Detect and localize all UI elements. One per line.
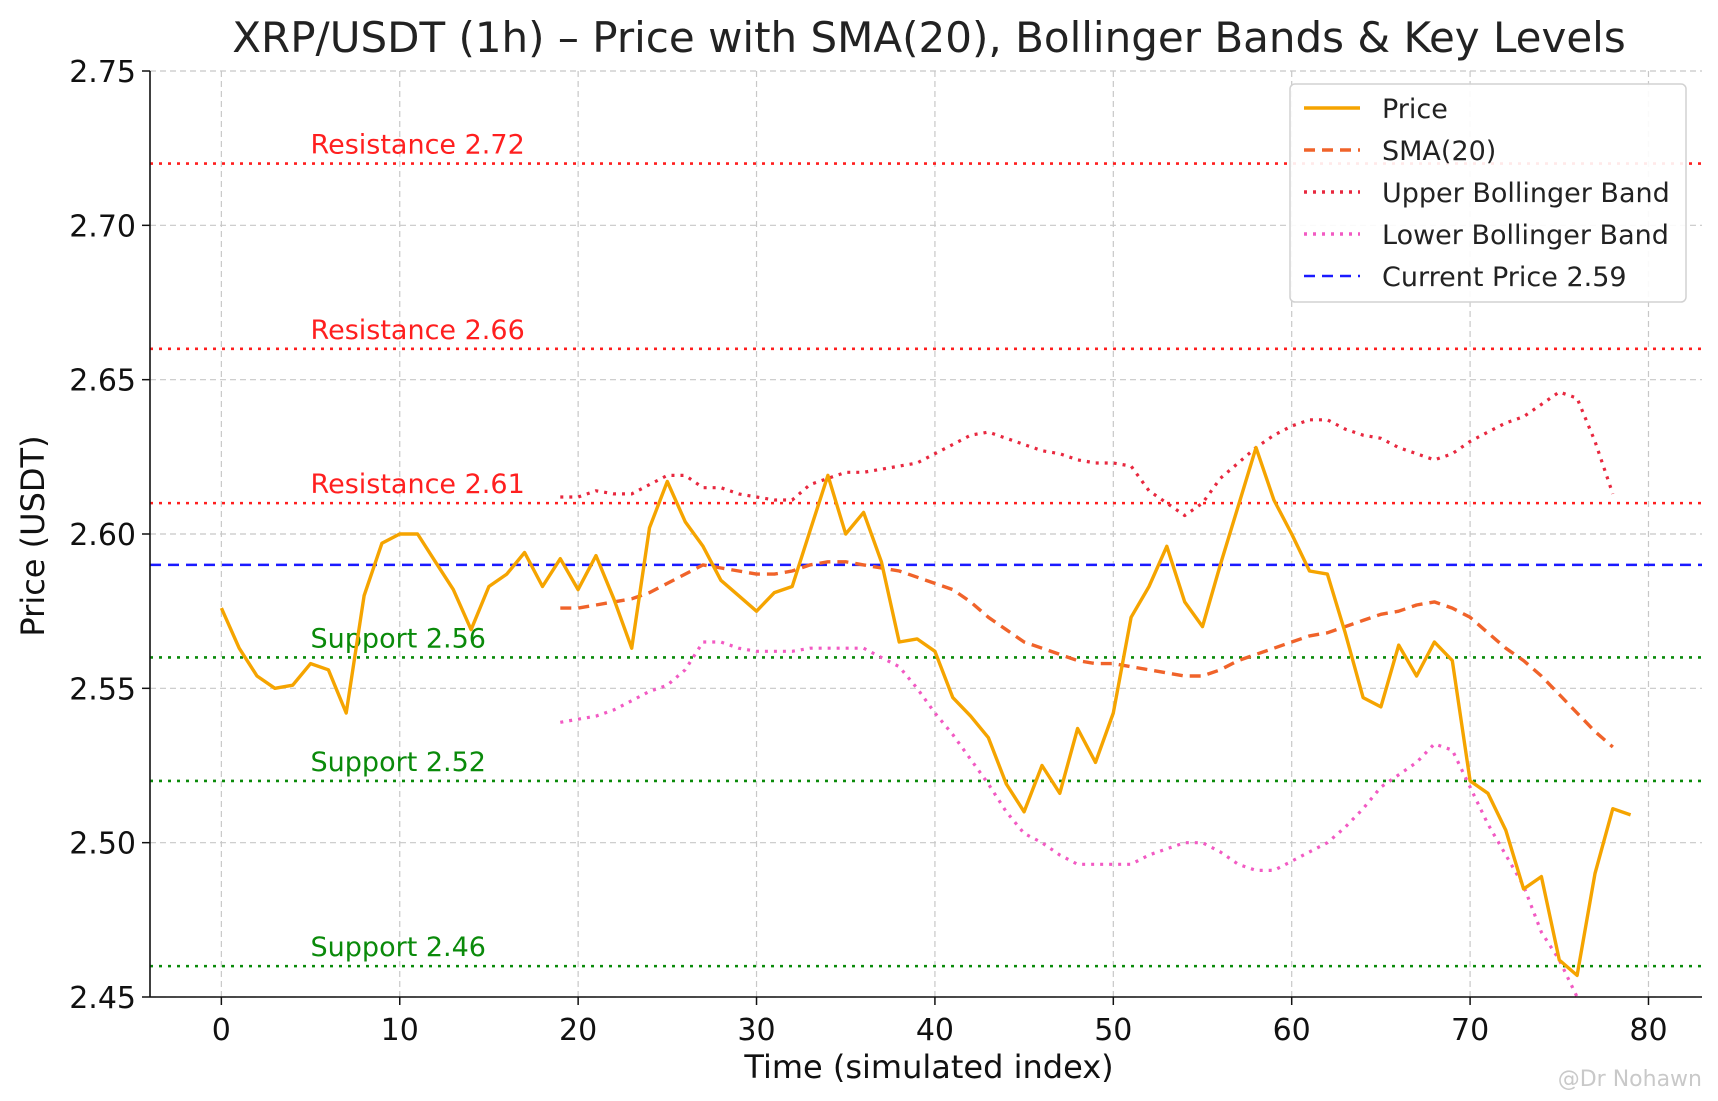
level-label-resistance-2-66: Resistance 2.66	[311, 315, 525, 346]
level-label-resistance-2-72: Resistance 2.72	[311, 130, 525, 161]
axes	[142, 70, 1702, 1005]
x-tick-label: 40	[916, 1013, 954, 1048]
legend-entry-price: Price	[1382, 94, 1448, 125]
level-label-resistance-2-61: Resistance 2.61	[311, 469, 525, 500]
legend-entry-upper-bollinger-band: Upper Bollinger Band	[1382, 178, 1670, 209]
y-tick-label: 2.70	[69, 209, 136, 244]
series-line-sma-20	[560, 560, 1614, 749]
level-label-support-2-46: Support 2.46	[311, 932, 486, 963]
legend-entry-sma-20: SMA(20)	[1382, 136, 1496, 167]
legend-box	[1289, 83, 1687, 303]
chart-title: XRP/USDT (1h) – Price with SMA(20), Boll…	[232, 13, 1625, 62]
legend-entry-current-price-2-59: Current Price 2.59	[1382, 262, 1627, 293]
x-tick-label: 60	[1273, 1013, 1311, 1048]
level-label-support-2-56: Support 2.56	[311, 623, 486, 654]
legend-entry-lower-bollinger-band: Lower Bollinger Band	[1382, 220, 1669, 251]
x-tick-label: 10	[381, 1013, 419, 1048]
x-tick-label: 80	[1629, 1013, 1667, 1048]
x-axis-label: Time (simulated index)	[743, 1048, 1113, 1086]
y-tick-label: 2.75	[69, 55, 136, 90]
x-tick-label: 30	[737, 1013, 775, 1048]
x-tick-label: 70	[1451, 1013, 1489, 1048]
series-line-price	[219, 445, 1632, 978]
watermark: @Dr Nohawn	[1558, 1067, 1702, 1092]
y-tick-label: 2.60	[69, 518, 136, 553]
series-line-upper-bollinger-band	[560, 390, 1615, 518]
legend: Price SMA(20) Upper Bollinger Band Lower Bo…	[1289, 83, 1687, 303]
x-tick-label: 50	[1094, 1013, 1132, 1048]
y-tick-label: 2.50	[69, 827, 136, 862]
level-label-support-2-52: Support 2.52	[311, 747, 486, 778]
y-tick-label: 2.65	[69, 364, 136, 399]
x-tick-label: 20	[559, 1013, 597, 1048]
y-tick-label: 2.45	[69, 981, 136, 1016]
tick-labels: 0 10 20 30 40 50 60 70 80 2.45 2.50 2.55 2.60 2.65 2.7…	[69, 55, 1667, 1048]
key-levels: Resistance 2.72 Resistance 2.66 Resistance…	[150, 130, 1702, 968]
y-axis-label: Price (USDT)	[14, 435, 52, 636]
series-lines	[219, 390, 1632, 998]
x-tick-label: 0	[212, 1013, 231, 1048]
y-tick-label: 2.55	[69, 672, 136, 707]
series-line-lower-bollinger-band	[560, 640, 1579, 998]
